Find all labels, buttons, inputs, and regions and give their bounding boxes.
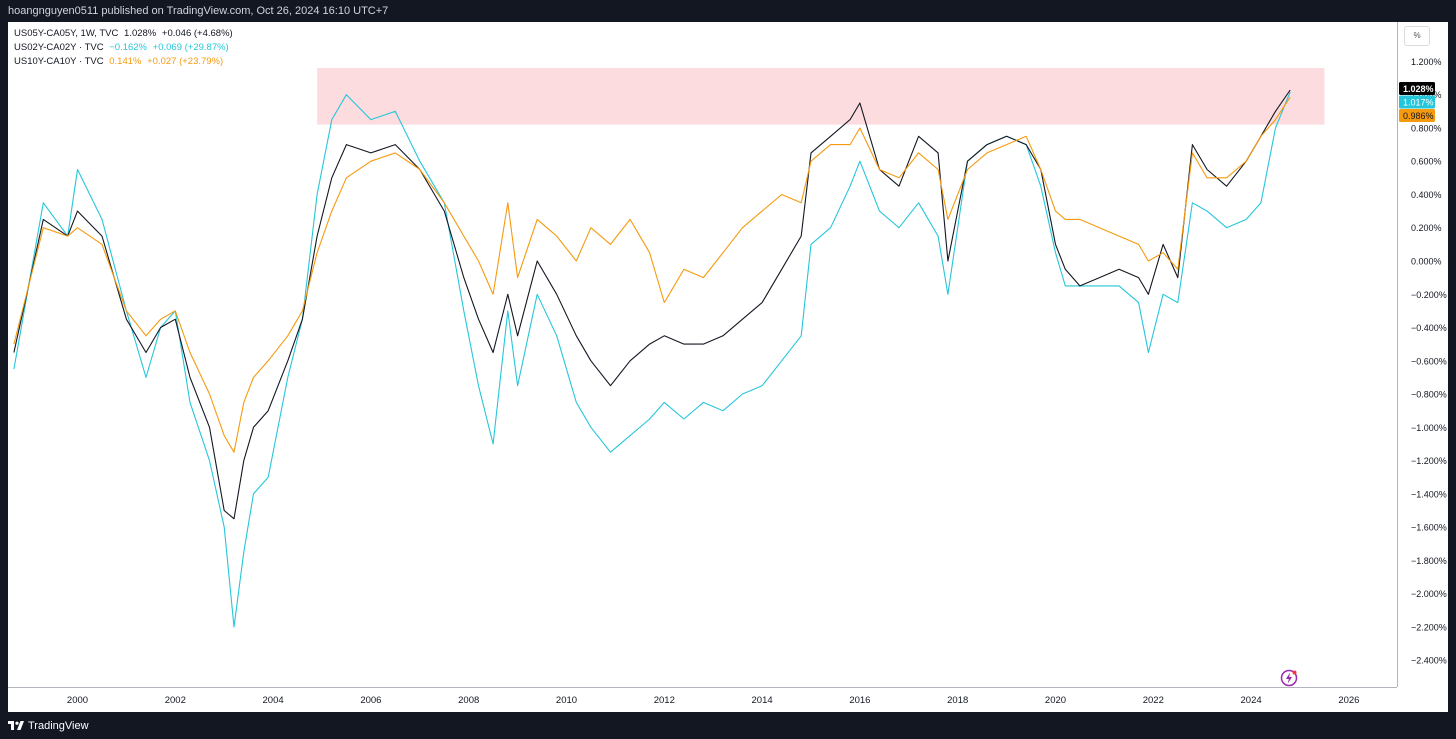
- legend: US05Y-CA05Y, 1W, TVC 1.028% +0.046 (+4.6…: [14, 27, 236, 69]
- y-tick-label: 0.200%: [1411, 223, 1442, 233]
- legend-change: +0.027 (+23.79%): [147, 56, 224, 67]
- x-tick-label: 2002: [165, 695, 186, 706]
- svg-text:1.028%: 1.028%: [1403, 84, 1434, 94]
- tradingview-logo-icon: [8, 721, 24, 730]
- svg-text:1.017%: 1.017%: [1403, 98, 1434, 108]
- chart-svg[interactable]: 1.200% 1.000% 0.800% 0.600% 0.400% 0.200% 0.00…: [8, 22, 1448, 712]
- y-tick-label: −1.200%: [1411, 456, 1447, 466]
- series-line-us10y-ca10y[interactable]: [13, 96, 1291, 453]
- legend-symbol: US02Y-CA02Y · TVC: [14, 42, 104, 53]
- y-tick-label: −2.400%: [1411, 656, 1447, 666]
- highlight-zone[interactable]: [317, 68, 1325, 125]
- y-tick-label: −2.200%: [1411, 622, 1447, 632]
- legend-value: 0.141%: [109, 56, 142, 67]
- tradingview-brand: TradingView: [28, 720, 89, 732]
- x-tick-label: 2020: [1045, 695, 1066, 706]
- y-tick-label: 0.600%: [1411, 157, 1442, 167]
- x-tick-label: 2016: [849, 695, 870, 706]
- y-tick-label: −0.200%: [1411, 290, 1447, 300]
- y-tick-label: −1.400%: [1411, 489, 1447, 499]
- x-tick-label: 2012: [654, 695, 675, 706]
- x-tick-label: 2000: [67, 695, 88, 706]
- y-tick-label: −0.800%: [1411, 390, 1447, 400]
- legend-item-us05y[interactable]: US05Y-CA05Y, 1W, TVC 1.028% +0.046 (+4.6…: [14, 27, 236, 41]
- series-line-us05y-ca05y[interactable]: [13, 89, 1291, 520]
- y-tick-label: −1.600%: [1411, 523, 1447, 533]
- last-value-label: 0.986%: [1399, 109, 1435, 122]
- x-tick-label: 2004: [263, 695, 284, 706]
- published-header: hoangnguyen0511 published on TradingView…: [0, 0, 1456, 22]
- legend-symbol: US05Y-CA05Y, 1W, TVC: [14, 28, 119, 39]
- y-tick-label: −0.600%: [1411, 356, 1447, 366]
- y-tick-label: 1.200%: [1411, 57, 1442, 67]
- legend-item-us10y[interactable]: US10Y-CA10Y · TVC 0.141% +0.027 (+23.79%…: [14, 55, 236, 69]
- x-tick-label: 2006: [360, 695, 381, 706]
- y-tick-label: 0.400%: [1411, 190, 1442, 200]
- lightning-snapshot-icon[interactable]: [1280, 669, 1298, 687]
- y-tick-label: −0.400%: [1411, 323, 1447, 333]
- y-tick-label: 1.000%: [1411, 90, 1442, 100]
- tradingview-logo[interactable]: TradingView: [8, 719, 89, 733]
- last-value-label: 1.017%: [1399, 95, 1435, 109]
- y-tick-label: −1.000%: [1411, 423, 1447, 433]
- series-line-us02y-ca02y[interactable]: [13, 91, 1291, 628]
- x-tick-label: 2026: [1338, 695, 1359, 706]
- y-tick-label: −1.800%: [1411, 556, 1447, 566]
- legend-symbol: US10Y-CA10Y · TVC: [14, 56, 104, 67]
- price-scale-unit-button[interactable]: %: [1404, 26, 1430, 46]
- published-text: hoangnguyen0511 published on TradingView…: [8, 5, 389, 17]
- legend-change: +0.069 (+29.87%): [152, 42, 229, 53]
- legend-value: −0.162%: [109, 42, 148, 53]
- x-tick-label: 2014: [752, 695, 773, 706]
- last-value-label: 1.028%: [1399, 82, 1435, 95]
- x-tick-label: 2010: [556, 695, 577, 706]
- x-tick-label: 2022: [1143, 695, 1164, 706]
- x-tick-label: 2008: [458, 695, 479, 706]
- legend-item-us02y[interactable]: US02Y-CA02Y · TVC −0.162% +0.069 (+29.87…: [14, 41, 236, 55]
- y-tick-label: −2.000%: [1411, 589, 1447, 599]
- chart-panel[interactable]: 1.200% 1.000% 0.800% 0.600% 0.400% 0.200% 0.00…: [8, 22, 1448, 712]
- y-tick-label: 0.800%: [1411, 123, 1442, 133]
- x-tick-label: 2024: [1241, 695, 1262, 706]
- y-tick-label: 0.000%: [1411, 257, 1442, 267]
- legend-change: +0.046 (+4.68%): [161, 28, 233, 39]
- legend-value: 1.028%: [124, 28, 157, 39]
- footer-bar: TradingView: [0, 712, 1456, 739]
- svg-text:0.986%: 0.986%: [1403, 111, 1434, 121]
- x-tick-label: 2018: [947, 695, 968, 706]
